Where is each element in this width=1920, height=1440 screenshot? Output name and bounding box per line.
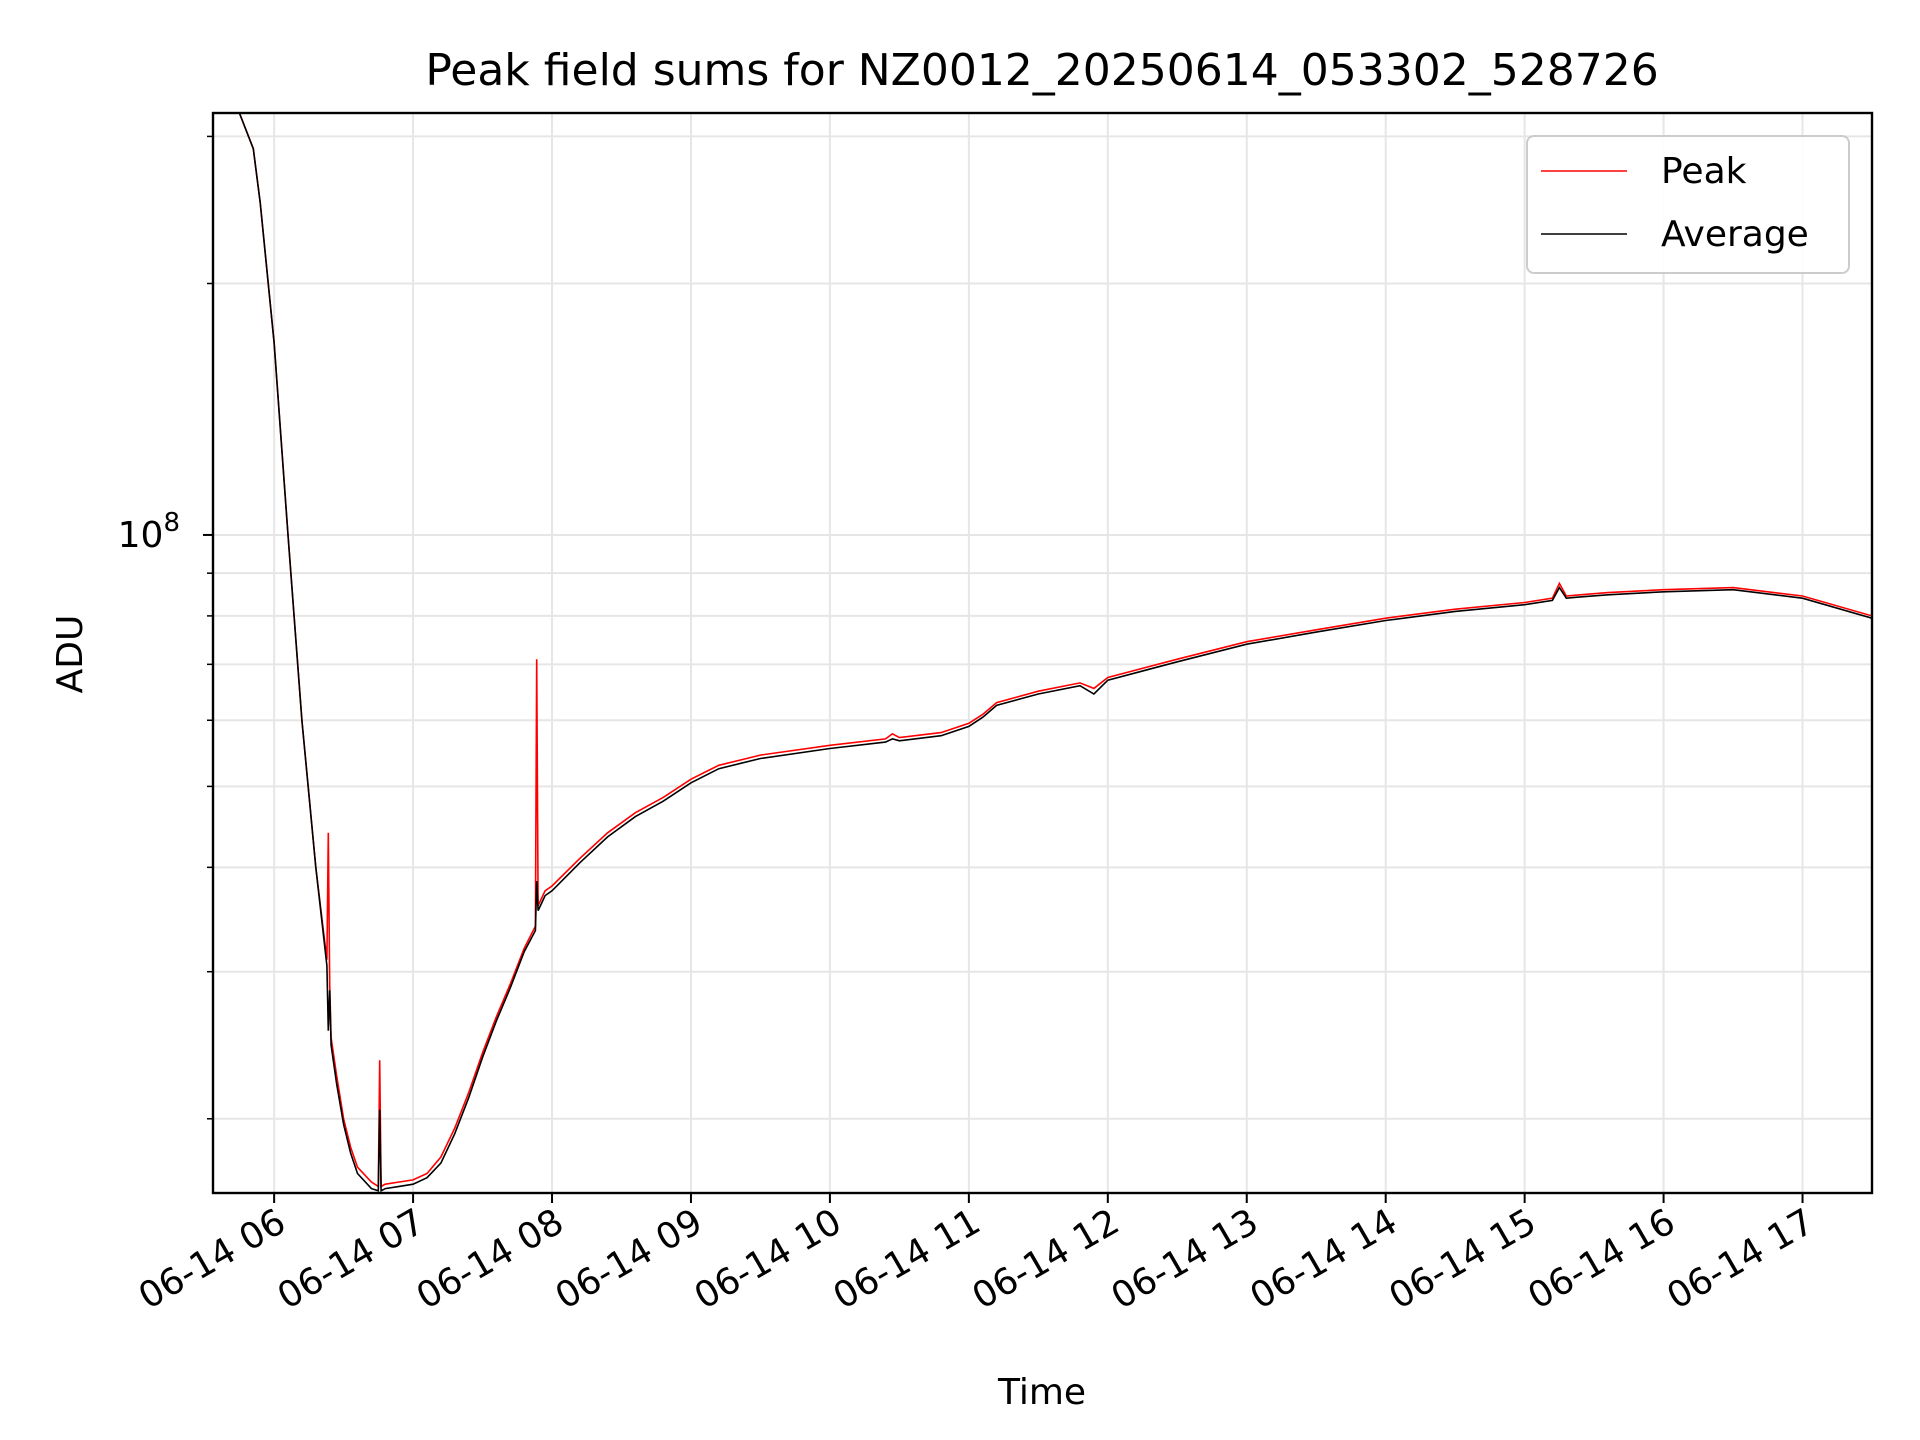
legend: Peak Average bbox=[1526, 135, 1850, 274]
chart-title: Peak field sums for NZ0012_20250614_0533… bbox=[425, 45, 1658, 96]
y-tick-labels: 108 bbox=[118, 508, 180, 556]
plot-frame bbox=[211, 111, 1874, 1195]
series-line-peak bbox=[213, 113, 1872, 1188]
y-tick-label-1e8: 108 bbox=[118, 508, 180, 556]
grid bbox=[213, 113, 1872, 1193]
legend-average-label: Average bbox=[1661, 214, 1809, 255]
series-line-average bbox=[213, 113, 1872, 1193]
y-tick-exponent: 8 bbox=[163, 508, 180, 538]
series-layer bbox=[213, 113, 1872, 1193]
y-tick-base: 10 bbox=[118, 515, 164, 556]
y-axis-label: ADU bbox=[50, 615, 91, 694]
legend-peak-label: Peak bbox=[1661, 151, 1747, 192]
x-axis-label: Time bbox=[997, 1372, 1086, 1413]
axis-ticks bbox=[203, 135, 1804, 1203]
